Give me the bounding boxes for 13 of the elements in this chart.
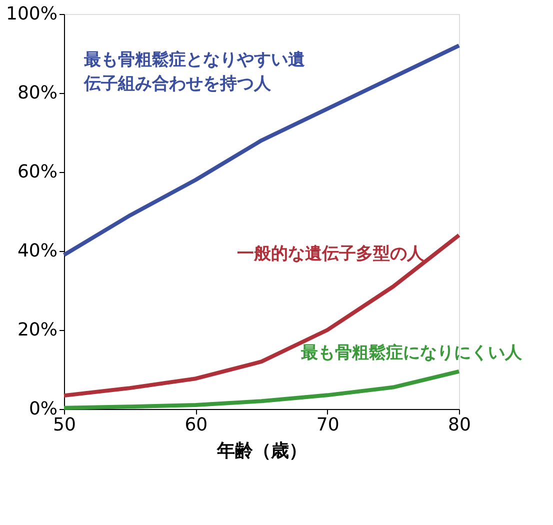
- y-tick-label: 40%: [17, 240, 58, 262]
- x-tick-label: 80: [448, 414, 471, 436]
- x-tick-label: 60: [184, 414, 208, 436]
- y-tick-label: 60%: [17, 162, 58, 182]
- series-label: 最も骨粗鬆症になりにくい人: [300, 343, 523, 363]
- y-tick-label: 100%: [6, 4, 58, 24]
- series-label: 最も骨粗鬆症となりやすい遺伝子組み合わせを持つ人: [83, 50, 305, 94]
- x-tick-label: 70: [316, 414, 340, 436]
- x-tick-label: 50: [53, 414, 76, 436]
- y-tick-label: 20%: [17, 320, 58, 340]
- series-label: 一般的な遺伝子多型の人: [237, 244, 425, 264]
- y-tick-label: 80%: [17, 82, 58, 104]
- x-axis-title: 年齢（歳）: [216, 440, 307, 462]
